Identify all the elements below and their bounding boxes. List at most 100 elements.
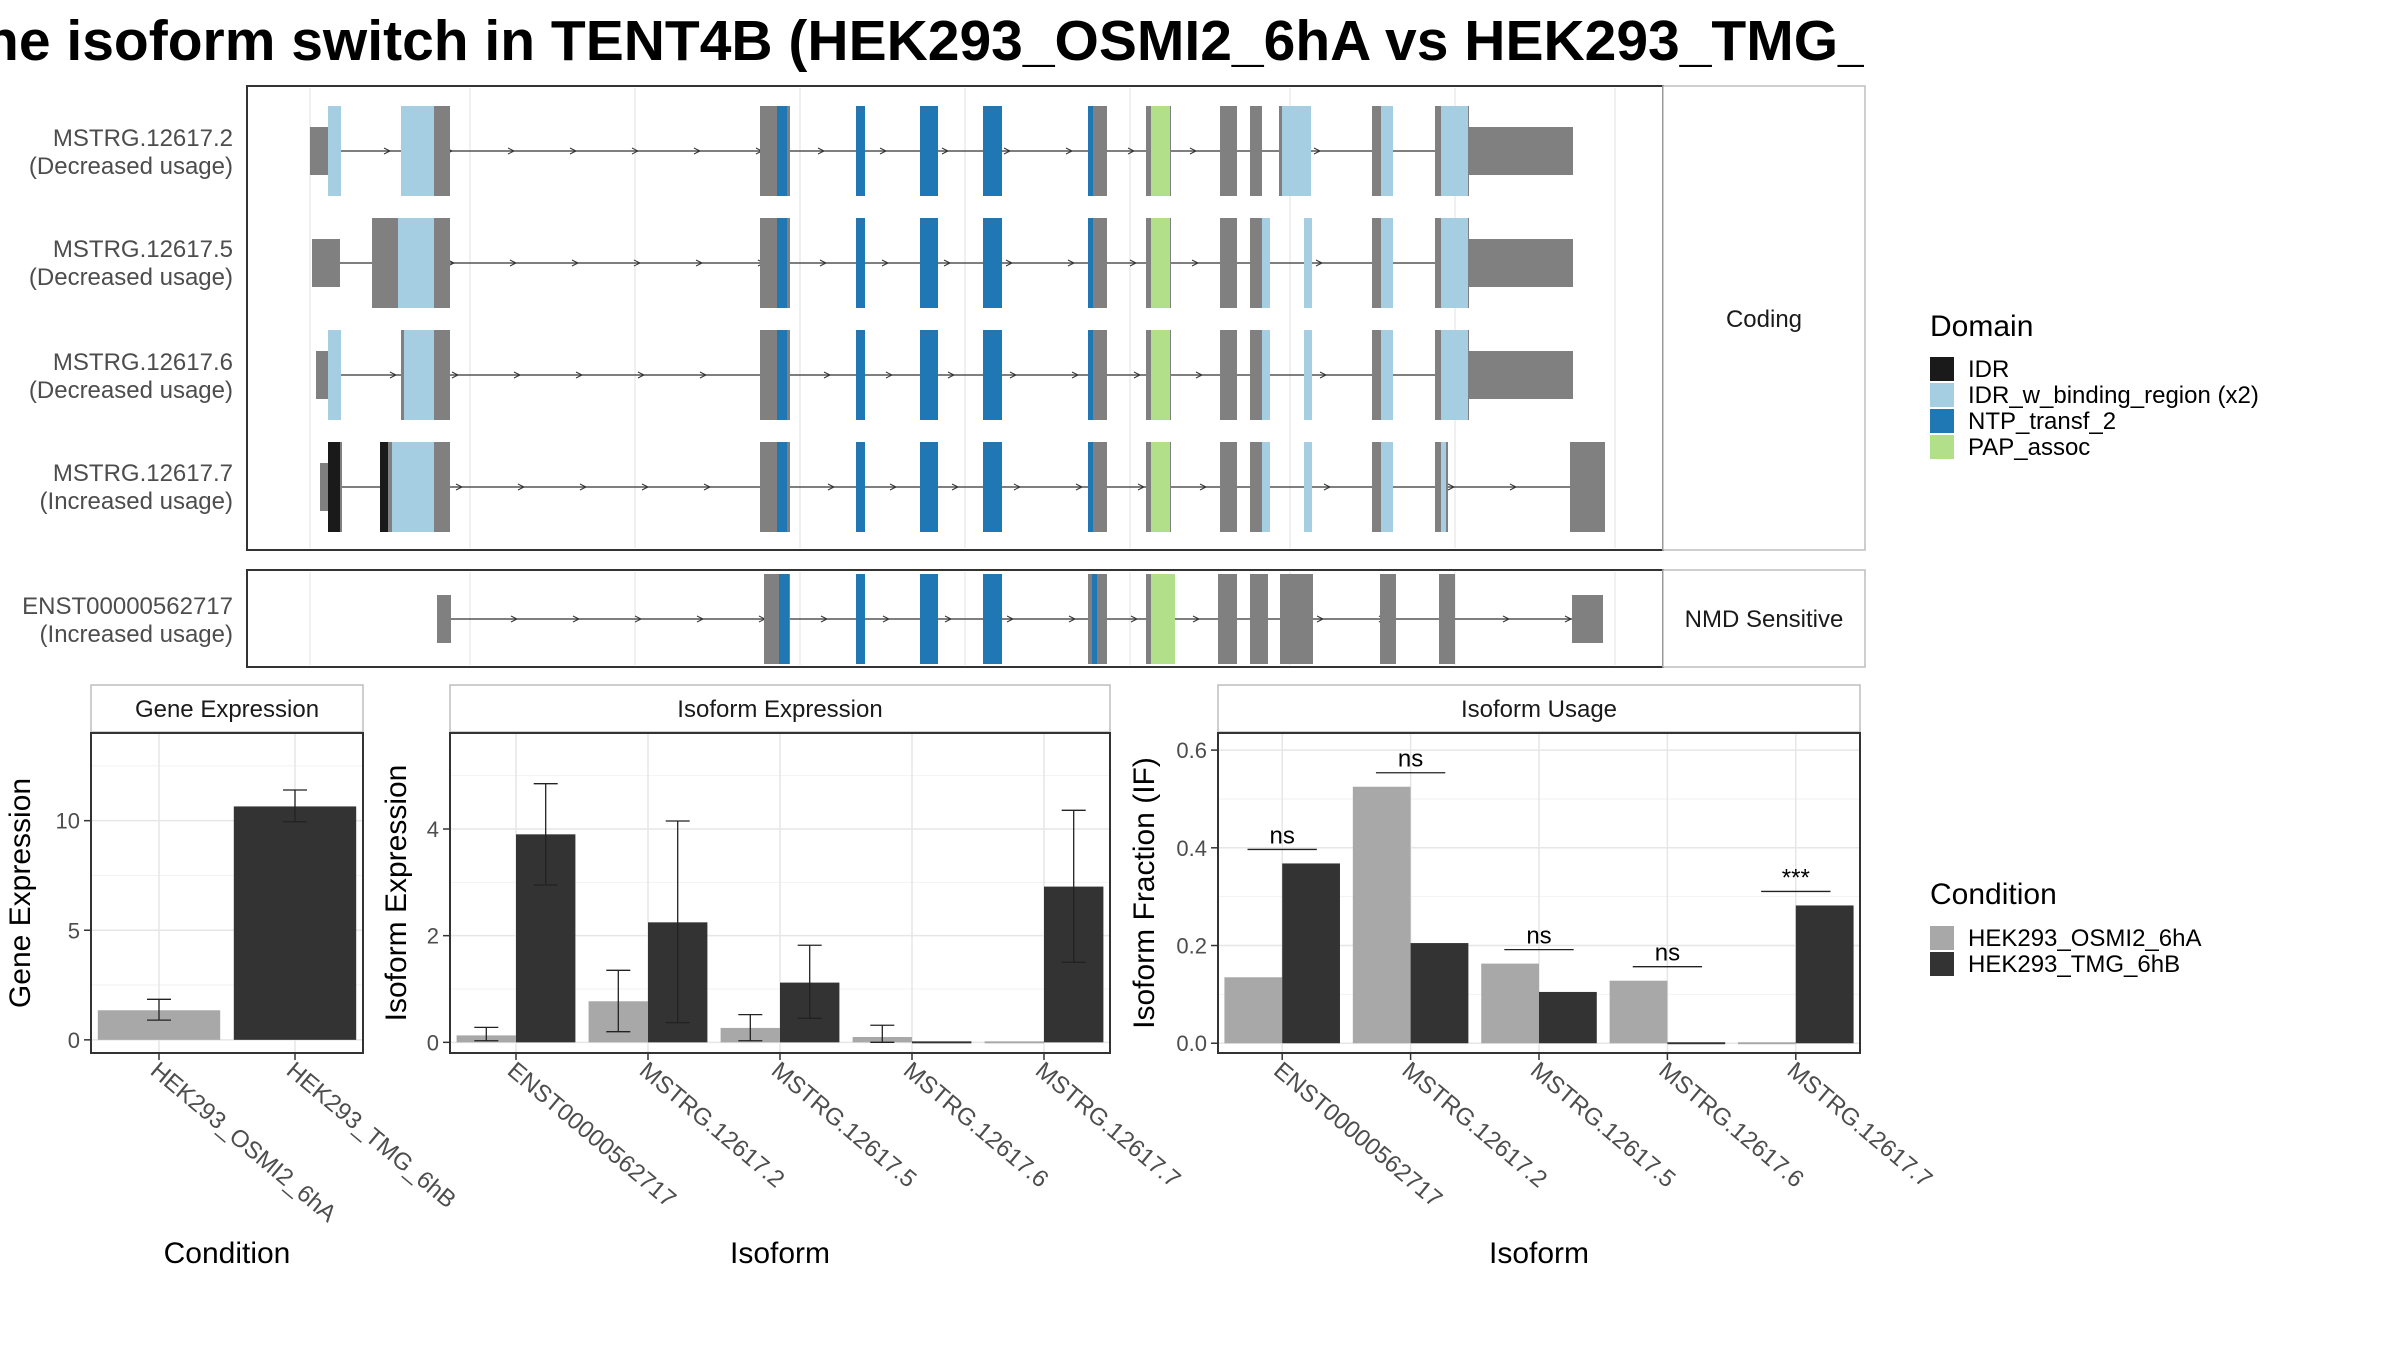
exon	[1250, 106, 1262, 196]
domain-segment	[1381, 106, 1393, 196]
strand-arrow	[889, 483, 898, 491]
strand-arrow	[1127, 147, 1136, 155]
chart-strip-label: Gene Expression	[135, 696, 319, 723]
exon	[1250, 330, 1262, 420]
exon	[764, 574, 776, 664]
chart-strip	[1217, 684, 1861, 733]
strand-arrow	[1068, 615, 1077, 623]
strand-arrow	[817, 147, 826, 155]
legend-label-idr-binding: IDR_w_binding_region (x2)	[1968, 382, 2259, 409]
significance-label: ns	[1270, 822, 1295, 849]
bar	[1282, 863, 1340, 1044]
domain-segment	[1151, 574, 1170, 664]
strand-arrow	[941, 147, 950, 155]
y-axis-title: Isoform Expression	[380, 765, 413, 1022]
y-tick-label: 4	[427, 817, 439, 842]
strand-arrow	[510, 615, 519, 623]
domain-segment	[328, 106, 341, 196]
x-tick-label: MSTRG.12617.7	[1030, 1057, 1185, 1193]
exon	[1469, 351, 1573, 399]
coding-strip	[1662, 85, 1866, 551]
strand-arrow	[1067, 259, 1076, 267]
strand-arrow	[1195, 371, 1204, 379]
strand-arrow	[885, 371, 894, 379]
domain-segment	[380, 442, 388, 532]
chart-strip	[90, 684, 364, 733]
strand-arrow	[827, 483, 836, 491]
y-axis-title: Gene Expression	[4, 778, 37, 1008]
exon	[1250, 218, 1262, 308]
strand-arrow	[1319, 371, 1328, 379]
exon	[1280, 574, 1313, 664]
legend-label-idr: IDR	[1968, 356, 2009, 383]
strand-arrow	[1005, 259, 1014, 267]
transcript-name: MSTRG.12617.7	[53, 460, 233, 487]
domain-segment	[401, 106, 434, 196]
domain-segment	[1088, 218, 1093, 308]
bar	[1352, 786, 1411, 1044]
domain-segment	[1151, 330, 1170, 420]
strand-arrow	[820, 615, 829, 623]
domain-segment	[1262, 442, 1270, 532]
domain-segment	[1304, 330, 1312, 420]
strand-arrow	[633, 259, 642, 267]
y-tick-label: 10	[56, 809, 80, 834]
transcript-usage: (Increased usage)	[40, 488, 233, 515]
legend-label-pap: PAP_assoc	[1968, 434, 2090, 461]
bar	[1224, 977, 1283, 1044]
exon	[1250, 442, 1262, 532]
y-tick-label: 0.2	[1176, 934, 1207, 959]
exon	[1220, 330, 1237, 420]
legend-key-pap	[1930, 435, 1954, 459]
y-tick-label: 0	[68, 1028, 80, 1053]
transcript-usage: (Increased usage)	[40, 621, 233, 648]
strand-arrow	[1189, 147, 1198, 155]
strand-arrow	[513, 371, 522, 379]
legend-label-cond-a: HEK293_OSMI2_6hA	[1968, 925, 2201, 952]
strand-arrow	[1191, 259, 1200, 267]
nmd-strip-label: NMD Sensitive	[1685, 606, 1844, 633]
domain-segment	[1262, 330, 1270, 420]
strand-arrow	[881, 259, 890, 267]
exon	[312, 239, 340, 287]
strand-arrow	[943, 259, 952, 267]
domain-segment	[983, 218, 1002, 308]
domain-segment	[1170, 574, 1175, 664]
strand-arrow	[1509, 483, 1518, 491]
exon	[1439, 574, 1455, 664]
exon	[1218, 574, 1237, 664]
domain-segment	[856, 218, 865, 308]
significance-label: ns	[1526, 923, 1551, 950]
chart-strip-label: Isoform Usage	[1461, 696, 1617, 723]
domain-segment	[1381, 218, 1393, 308]
domain-segment	[920, 106, 938, 196]
domain-segment	[1381, 442, 1393, 532]
strand-arrow	[634, 615, 643, 623]
domain-segment	[1441, 218, 1468, 308]
strand-arrow	[695, 259, 704, 267]
domain-segment	[983, 442, 1002, 532]
condition-legend-title: Condition	[1930, 878, 2057, 911]
strand-arrow	[1130, 615, 1139, 623]
domain-segment	[1088, 442, 1093, 532]
domain-segment	[983, 106, 1002, 196]
strand-arrow	[569, 147, 578, 155]
chart-strip	[449, 684, 1111, 733]
strand-arrow	[703, 483, 712, 491]
strand-arrow	[1137, 483, 1146, 491]
domain-segment	[920, 218, 938, 308]
strand-arrow	[1071, 371, 1080, 379]
domain-segment	[404, 330, 434, 420]
exon	[437, 595, 451, 643]
y-tick-label: 0.4	[1176, 836, 1207, 861]
domain-segment	[1151, 218, 1170, 308]
legend-key-cond-b	[1930, 952, 1954, 976]
strand-arrow	[696, 615, 705, 623]
domain-segment	[856, 442, 865, 532]
domain-segment	[920, 442, 938, 532]
legend-key-idr	[1930, 357, 1954, 381]
transcript-name: MSTRG.12617.6	[53, 349, 233, 376]
strand-arrow	[1133, 371, 1142, 379]
isoform-usage-chart: Isoform Usagensnsnsns***0.00.20.40.6ENST…	[1128, 684, 1937, 1270]
